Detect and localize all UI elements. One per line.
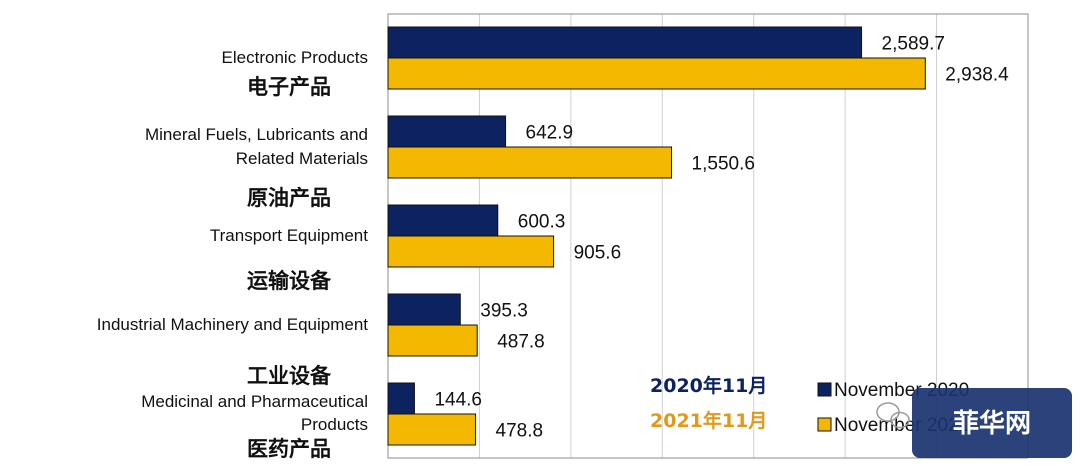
value-label: 642.9	[526, 123, 574, 144]
value-label: 1,550.6	[692, 154, 755, 175]
legend-swatch	[817, 382, 832, 397]
category-label-en: Industrial Machinery and Equipment	[97, 315, 368, 334]
wechat-icon	[876, 402, 910, 429]
category-label-zh: 原油产品	[247, 186, 331, 210]
bar-2020-3	[387, 293, 461, 326]
bar-2021-0	[387, 57, 926, 90]
category-label-en: Related Materials	[236, 149, 368, 168]
value-label: 905.6	[574, 243, 622, 264]
value-label: 144.6	[434, 390, 482, 411]
bar-2021-2	[387, 235, 555, 268]
value-label: 2,589.7	[882, 34, 945, 55]
category-label-en: Mineral Fuels, Lubricants and	[145, 125, 368, 144]
value-labels: 2,589.7 642.9 600.3 395.3 144.6 2,938.4 1,550.…	[434, 34, 1009, 442]
bar-2021-4	[387, 413, 477, 446]
year-label: 2021年11月	[650, 409, 767, 432]
value-label: 478.8	[496, 421, 544, 442]
bars	[387, 26, 926, 446]
category-label-en: Electronic Products	[222, 48, 368, 67]
value-label: 2,938.4	[945, 65, 1009, 86]
value-label: 487.8	[497, 332, 545, 353]
category-label-zh: 运输设备	[247, 269, 332, 293]
value-label: 395.3	[480, 301, 528, 322]
watermark-badge	[912, 388, 1072, 458]
category-label-zh: 工业设备	[247, 364, 332, 388]
category-label-en: Products	[301, 415, 368, 434]
bar-2020-0	[387, 26, 863, 59]
category-label-en: Transport Equipment	[210, 226, 368, 245]
watermark: 菲华网	[876, 388, 1072, 458]
year-labels: 2020年11月 2021年11月	[650, 374, 767, 432]
value-label: 600.3	[518, 212, 566, 233]
category-label-zh: 电子产品	[247, 75, 331, 99]
bar-2020-2	[387, 204, 499, 237]
bar-2021-3	[387, 324, 478, 357]
bar-2021-1	[387, 146, 673, 179]
bar-2020-4	[387, 382, 415, 415]
year-label: 2020年11月	[650, 374, 767, 397]
category-labels: Electronic Products 电子产品 Mineral Fuels, Lu…	[97, 48, 368, 461]
legend-swatch	[817, 417, 832, 432]
category-label-zh: 医药产品	[247, 437, 331, 461]
category-label-en: Medicinal and Pharmaceutical	[141, 392, 368, 411]
bar-2020-1	[387, 115, 507, 148]
watermark-text: 菲华网	[953, 408, 1031, 439]
